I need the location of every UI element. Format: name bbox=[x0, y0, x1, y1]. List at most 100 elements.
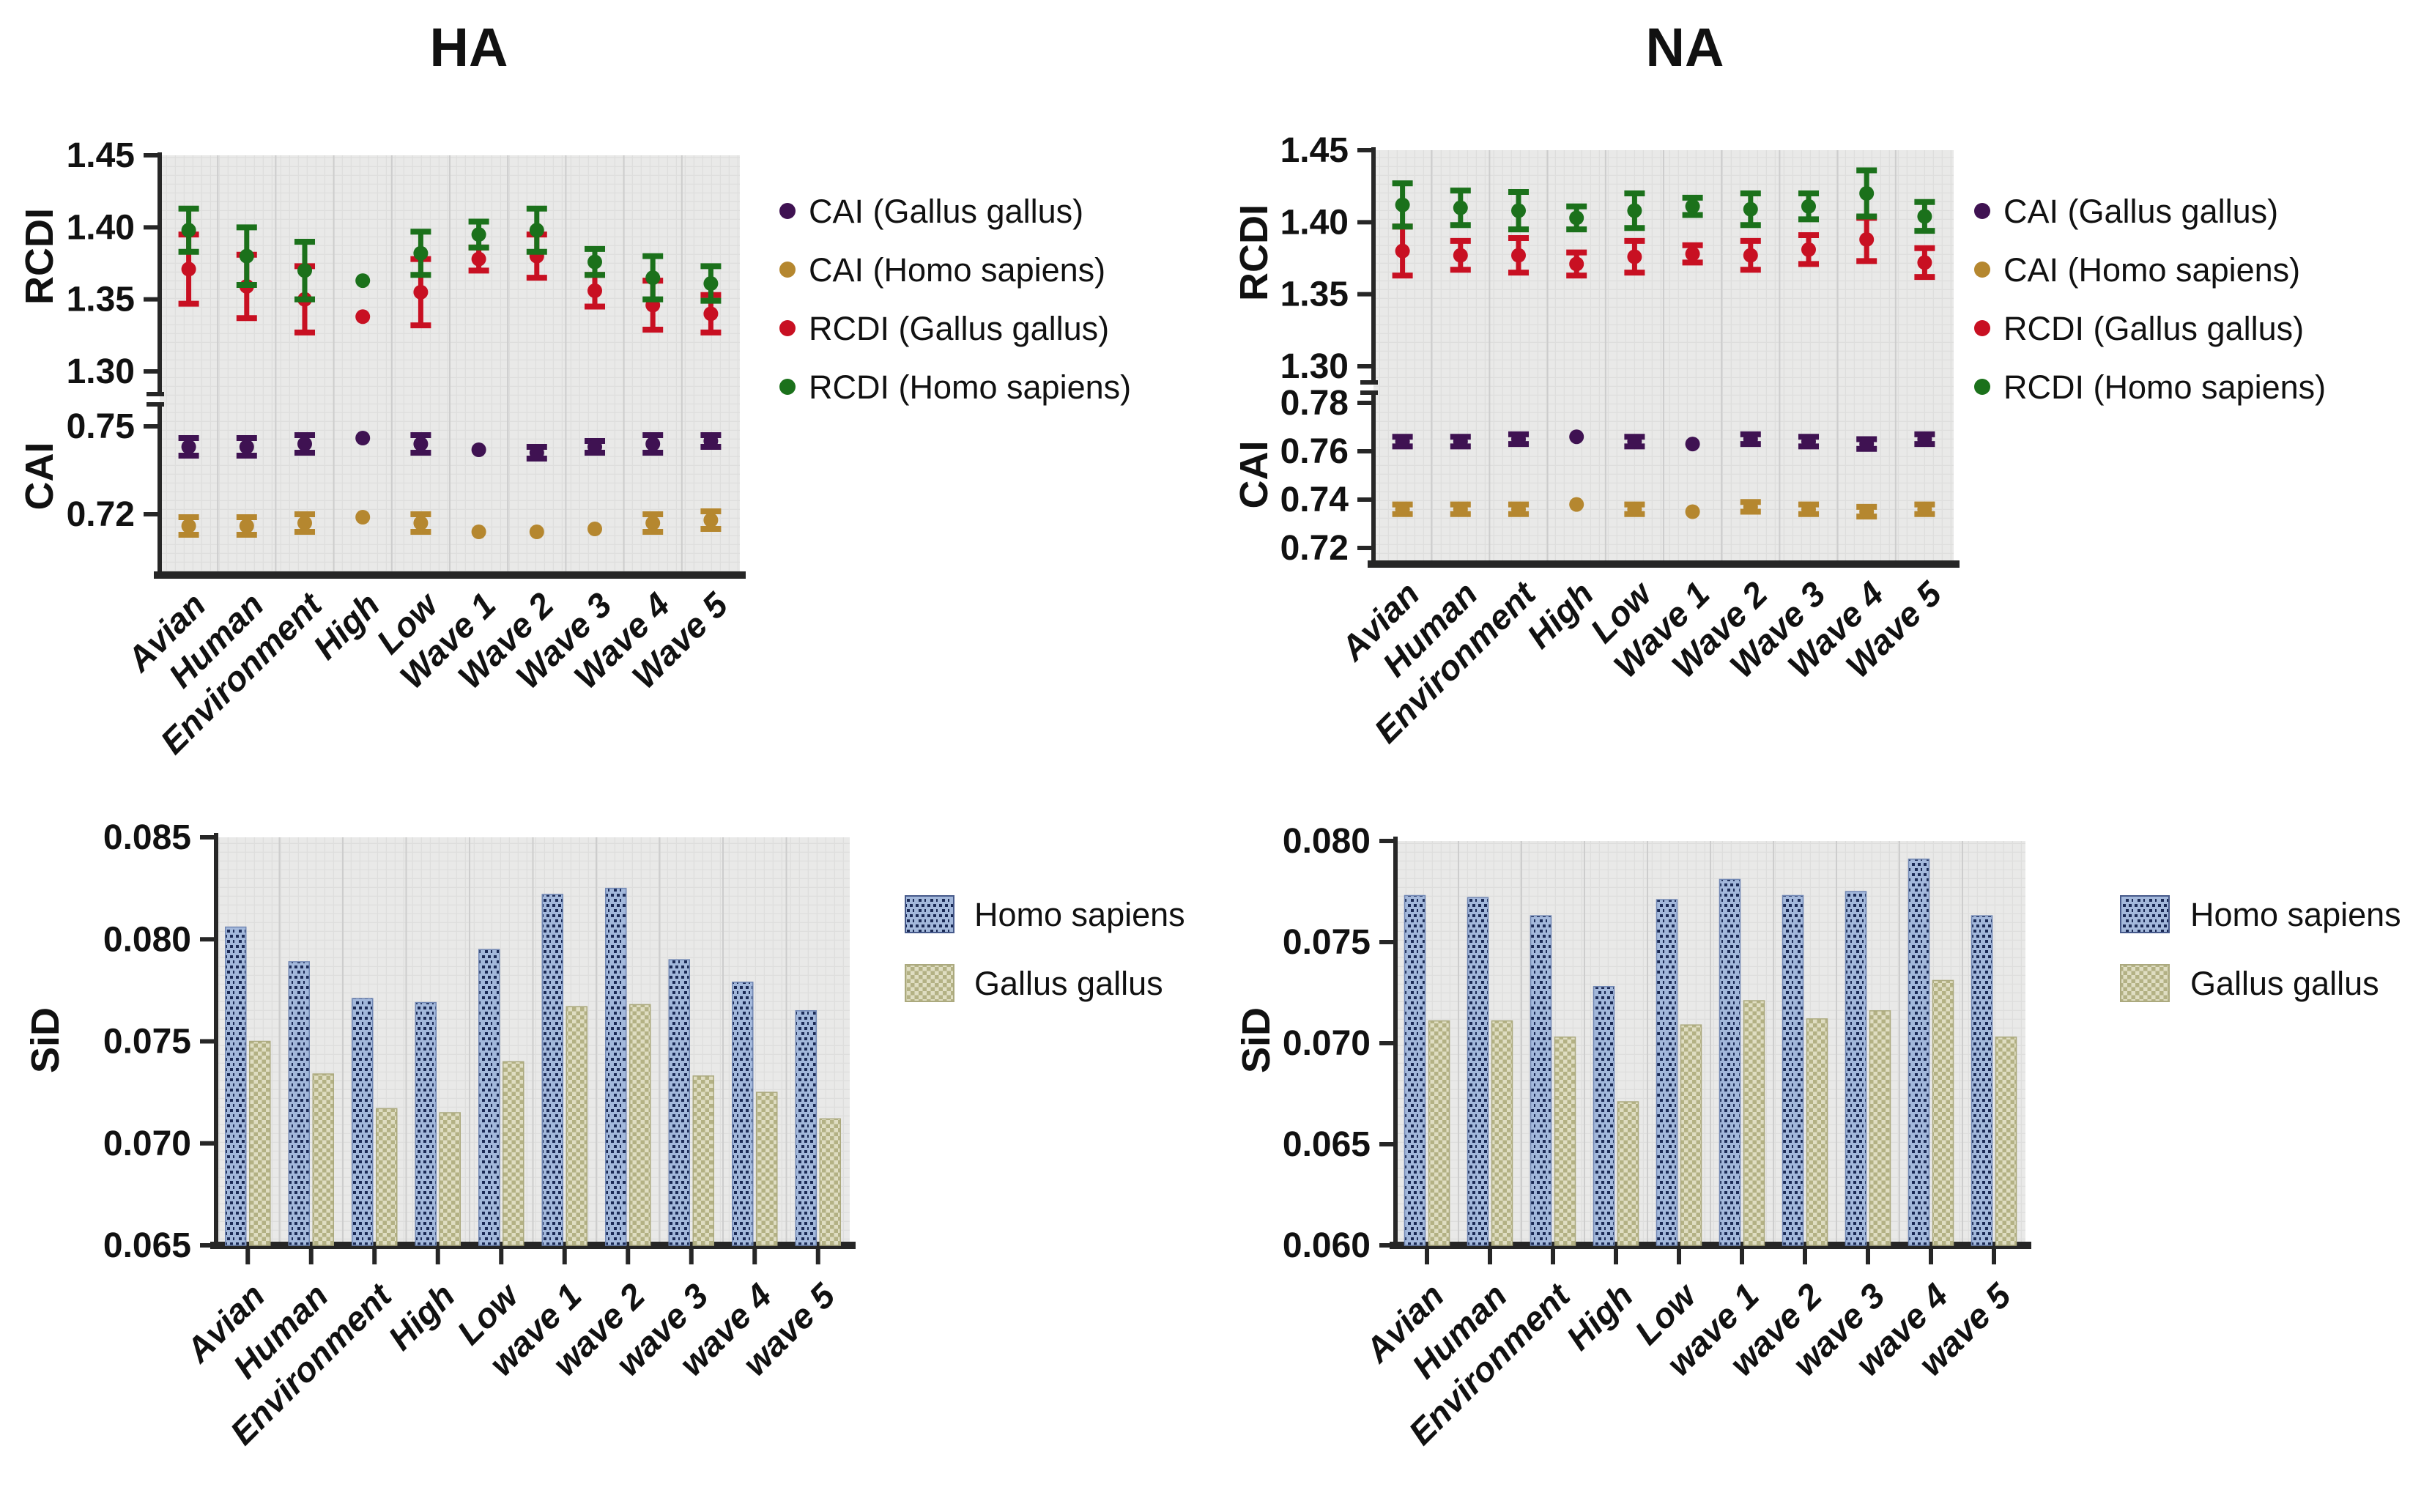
y-tick-label: 0.72 bbox=[1280, 529, 1349, 568]
data-point bbox=[642, 253, 664, 303]
bar-homo bbox=[1782, 894, 1804, 1246]
bar-homo bbox=[478, 949, 500, 1246]
y-tick-label: 0.075 bbox=[103, 1023, 191, 1061]
legend-swatch-icon bbox=[2120, 895, 2170, 933]
series-cai-cai_homo_tan bbox=[1392, 497, 1935, 520]
bar-homo bbox=[795, 1009, 817, 1246]
y-tick-label: 1.45 bbox=[67, 136, 135, 175]
data-point bbox=[1856, 167, 1877, 220]
data-point bbox=[1450, 434, 1471, 450]
bar-homo bbox=[1593, 985, 1615, 1246]
data-point bbox=[1624, 501, 1645, 517]
legend-label: RCDI (Gallus gallus) bbox=[2003, 310, 2304, 347]
data-point bbox=[1740, 499, 1761, 515]
bar-homo bbox=[605, 887, 627, 1246]
legend-marker-icon bbox=[1974, 320, 1990, 336]
y-tick-label: 1.30 bbox=[67, 352, 135, 391]
data-point bbox=[1856, 503, 1877, 520]
y-tick-label: 1.40 bbox=[1280, 203, 1349, 242]
x-category-label: High bbox=[305, 585, 387, 667]
bar-gallus bbox=[629, 1004, 651, 1246]
bar-homo bbox=[415, 1001, 437, 1246]
series-rcdi-rcdi_homo_green bbox=[1392, 167, 1935, 234]
data-point bbox=[1450, 501, 1471, 517]
bar-gallus bbox=[566, 1006, 587, 1246]
panel-title: NA bbox=[1646, 17, 1724, 78]
data-point bbox=[642, 432, 664, 456]
bar-gallus bbox=[1491, 1020, 1513, 1246]
x-category-label: High bbox=[1559, 1276, 1640, 1357]
y-tick-label: 0.78 bbox=[1280, 384, 1349, 423]
bar-gallus bbox=[819, 1118, 841, 1246]
data-point bbox=[587, 522, 602, 536]
data-point bbox=[1740, 190, 1761, 229]
legend-label: CAI (Gallus gallus) bbox=[809, 193, 1083, 230]
bar-gallus bbox=[1617, 1101, 1639, 1246]
data-point bbox=[1682, 194, 1703, 218]
data-point bbox=[355, 431, 371, 445]
bar-homo bbox=[1467, 897, 1489, 1246]
data-point bbox=[1740, 431, 1761, 448]
data-point bbox=[178, 205, 199, 255]
y-tick-label: 0.75 bbox=[67, 407, 135, 446]
data-point bbox=[1798, 232, 1819, 267]
data-point bbox=[178, 435, 199, 459]
data-point bbox=[1566, 203, 1587, 233]
data-point bbox=[585, 438, 605, 456]
series-homo bbox=[225, 887, 817, 1246]
y-tick-label: 0.075 bbox=[1283, 923, 1371, 962]
data-point bbox=[294, 432, 315, 456]
bar-homo bbox=[288, 961, 310, 1246]
legend-marker-icon bbox=[779, 262, 796, 278]
series-gallus bbox=[249, 1004, 841, 1246]
series-cai-cai_gallus_purple bbox=[1392, 429, 1935, 452]
data-point bbox=[700, 508, 722, 532]
y-tick-label: 0.080 bbox=[1283, 822, 1371, 861]
bar-homo bbox=[1971, 915, 1993, 1246]
y-axis-label: SiD bbox=[1234, 1007, 1278, 1073]
bar-gallus bbox=[692, 1075, 714, 1246]
data-point bbox=[355, 510, 371, 525]
data-point bbox=[1624, 237, 1645, 276]
data-point bbox=[642, 511, 664, 535]
y-tick-label: 1.30 bbox=[1280, 347, 1349, 386]
bar-gallus bbox=[376, 1108, 398, 1246]
legend-marker-icon bbox=[1974, 262, 1990, 278]
y-tick-label: 1.35 bbox=[67, 281, 135, 319]
data-point bbox=[468, 218, 489, 251]
bar-homo bbox=[225, 926, 247, 1246]
data-point bbox=[294, 511, 315, 535]
legend-marker-icon bbox=[1974, 379, 1990, 395]
panel-na-sid: 0.0800.0750.0700.0650.060SiDAvianHumanEn… bbox=[1234, 822, 2401, 1452]
data-point bbox=[529, 525, 544, 539]
bar-gallus bbox=[1743, 1000, 1765, 1246]
data-point bbox=[526, 205, 547, 255]
legend-marker-icon bbox=[779, 320, 796, 336]
data-point bbox=[1685, 437, 1700, 452]
y-tick-label: 1.45 bbox=[1280, 131, 1349, 170]
legend-marker-icon bbox=[1974, 203, 1990, 219]
data-point bbox=[1914, 431, 1935, 448]
series-cai-cai_homo_tan bbox=[178, 508, 722, 539]
legend-label: CAI (Homo sapiens) bbox=[2003, 251, 2300, 289]
bar-gallus bbox=[1932, 979, 1954, 1246]
y-tick-label: 1.35 bbox=[1280, 275, 1349, 314]
data-point bbox=[471, 442, 486, 457]
legend-label: Gallus gallus bbox=[2190, 965, 2379, 1002]
data-point bbox=[1569, 497, 1584, 512]
legend-swatch-icon bbox=[905, 895, 954, 933]
data-point bbox=[1798, 501, 1819, 517]
bar-gallus bbox=[439, 1112, 461, 1246]
bar-homo bbox=[1404, 894, 1426, 1246]
legend-label: Homo sapiens bbox=[974, 896, 1185, 933]
data-point bbox=[1685, 504, 1700, 519]
bar-gallus bbox=[1869, 1010, 1891, 1246]
data-point bbox=[1624, 190, 1645, 231]
series-rcdi-rcdi_gallus_red bbox=[1392, 215, 1935, 281]
data-point bbox=[236, 435, 257, 459]
data-point bbox=[1914, 199, 1935, 234]
panel-title: HA bbox=[430, 17, 508, 78]
data-point bbox=[700, 263, 722, 304]
